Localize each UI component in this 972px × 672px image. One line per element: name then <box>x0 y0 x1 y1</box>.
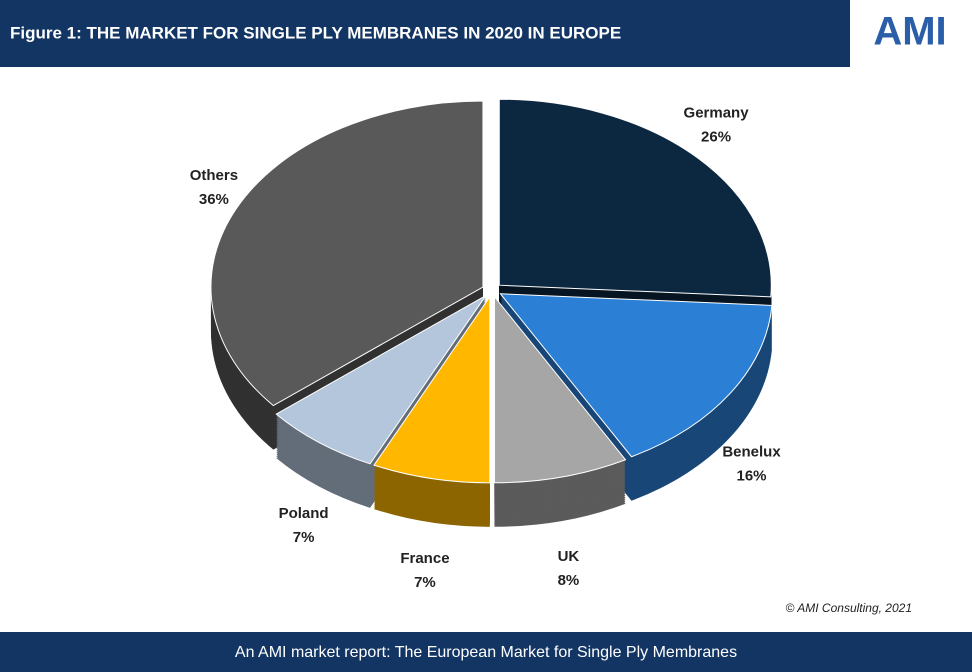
value-label: 8% <box>558 572 580 589</box>
value-label: 36% <box>199 191 229 208</box>
slice <box>498 98 772 298</box>
footer-bar <box>0 632 972 672</box>
copyright: © AMI Consulting, 2021 <box>786 601 912 615</box>
chart-title: Figure 1: THE MARKET FOR SINGLE PLY MEMB… <box>10 23 621 42</box>
slice <box>210 100 484 407</box>
value-label: 16% <box>736 468 766 485</box>
slice-label: Benelux <box>722 444 781 461</box>
slice-label: Poland <box>279 505 329 522</box>
pie <box>210 98 773 527</box>
value-label: 26% <box>701 128 731 145</box>
value-label: 7% <box>414 574 436 591</box>
logo: AMI <box>873 10 946 54</box>
slice <box>493 295 627 484</box>
header-bar <box>0 0 850 67</box>
slice <box>373 295 491 484</box>
slice-label: Germany <box>684 104 750 121</box>
value-label: 7% <box>293 529 315 546</box>
slice-label: France <box>400 550 449 567</box>
slice-label: Others <box>190 167 238 184</box>
slice <box>275 295 487 465</box>
slice <box>499 293 773 458</box>
footer: An AMI market report: The European Marke… <box>235 644 737 661</box>
slice-label: UK <box>558 548 580 565</box>
